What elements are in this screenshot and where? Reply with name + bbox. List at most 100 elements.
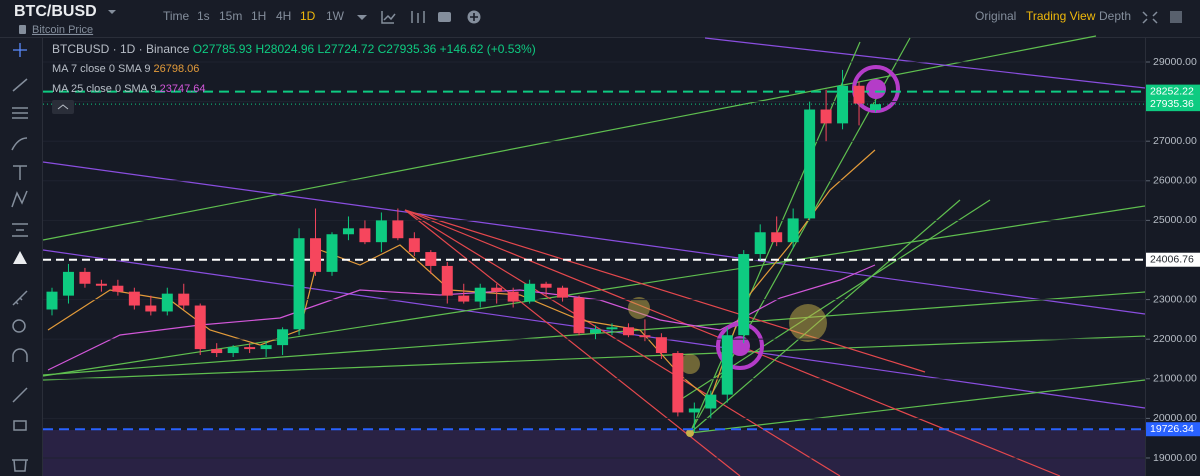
drawing-tools — [11, 43, 28, 472]
candle-body — [326, 234, 338, 272]
chart-legend: BTCBUSD · 1D · Binance O27785.93 H28024.… — [52, 42, 536, 114]
anchor-point — [686, 429, 694, 437]
candle-body — [375, 220, 387, 243]
ma-value: 23747.64 — [160, 83, 206, 95]
text-tool[interactable] — [13, 165, 27, 180]
view-switch: Original Trading View Depth — [975, 9, 1131, 23]
y-tick-label: 29000.00 — [1153, 56, 1197, 68]
trendline — [689, 379, 1146, 434]
candle-body — [557, 287, 569, 298]
view-option[interactable]: Original — [975, 9, 1016, 23]
screenshot-icon[interactable] — [438, 12, 451, 22]
candle-body — [128, 291, 140, 306]
subtitle-link[interactable]: Bitcoin Price — [32, 24, 93, 36]
interval-option[interactable]: 4H — [276, 9, 291, 23]
pattern-tool[interactable] — [11, 190, 28, 208]
crosshair-tool[interactable] — [13, 43, 27, 57]
candle-body — [672, 353, 684, 413]
chart-type-icon[interactable] — [411, 11, 425, 23]
trendline-tool[interactable] — [12, 78, 28, 92]
legend-line: BTCBUSD · 1D · Binance O27785.93 H28024.… — [52, 42, 536, 56]
price-tag — [1146, 84, 1200, 99]
candle-body — [425, 252, 437, 266]
interval-bar: Time 1s 15m 1H 4H 1D 1W — [163, 9, 345, 23]
candle-body — [211, 349, 223, 354]
interval-option[interactable]: 1s — [197, 9, 210, 23]
lock-tool[interactable] — [13, 420, 27, 431]
magnet-tool[interactable] — [12, 348, 28, 362]
alert-marker — [628, 297, 650, 319]
candle-body — [771, 232, 783, 243]
symbol-dropdown[interactable] — [108, 10, 116, 14]
candle-body — [194, 305, 206, 350]
zone-rect — [43, 430, 1145, 476]
ohlc-high: H28024.96 — [255, 42, 314, 56]
candle-body — [721, 335, 733, 395]
ma-name: MA 25 close 0 SMA 9 — [52, 83, 157, 95]
expand-icon[interactable] — [1170, 11, 1182, 23]
candle-body — [458, 295, 470, 302]
candle-body — [441, 265, 453, 296]
price-tag-label: 28252.22 — [1150, 85, 1194, 97]
ohlc-low: L27724.72 — [318, 42, 375, 56]
candle-body — [46, 291, 58, 310]
alert-marker — [789, 304, 827, 342]
candle-body — [820, 109, 832, 124]
trendline — [42, 205, 1146, 377]
candle-body — [244, 347, 256, 350]
ma-entry: MA 25 close 0 SMA 9 23747.64 — [52, 83, 206, 95]
interval-option[interactable]: Time — [163, 9, 190, 23]
top-bar — [0, 0, 1200, 37]
ruler-tool[interactable] — [12, 290, 28, 306]
target-marker — [730, 336, 750, 356]
candle-body — [392, 220, 404, 239]
candle-body — [112, 285, 124, 292]
interval-option[interactable]: 15m — [219, 9, 242, 23]
interval-option[interactable]: 1D — [300, 9, 316, 23]
interval-dropdown[interactable] — [357, 15, 367, 20]
info-icon — [19, 25, 26, 34]
ohlc-open: O27785.93 — [193, 42, 253, 56]
zoom-tool[interactable] — [12, 319, 26, 333]
interval-option[interactable]: 1W — [326, 9, 345, 23]
ohlc-change: +146.62 (+0.53%) — [440, 42, 536, 56]
symbol[interactable]: BTC/BUSD — [14, 3, 97, 20]
alert-tool[interactable] — [13, 251, 27, 264]
y-tick-label: 20000.00 — [1153, 412, 1197, 424]
brush-tool[interactable] — [11, 137, 28, 151]
ma-name: MA 7 close 0 SMA 9 — [52, 63, 150, 75]
prediction-tool[interactable] — [12, 223, 28, 237]
collapse-button[interactable] — [52, 100, 74, 114]
price-tag — [1146, 252, 1200, 267]
trendline — [42, 35, 1097, 241]
candle-body — [754, 232, 766, 255]
y-tick-label: 25000.00 — [1153, 214, 1197, 226]
trendline — [404, 209, 841, 476]
view-option[interactable]: Depth — [1099, 9, 1131, 23]
alert-marker — [680, 354, 700, 374]
trendline — [404, 209, 926, 373]
candle-body — [688, 408, 700, 413]
interval-option[interactable]: 1H — [251, 9, 266, 23]
candle-body — [540, 283, 552, 288]
candle-body — [491, 287, 503, 292]
plot-area — [42, 35, 1146, 476]
view-option[interactable]: Trading View — [1026, 9, 1096, 23]
candle-body — [804, 109, 816, 219]
fullscreen-icon[interactable] — [1142, 11, 1158, 24]
ma-value: 26798.06 — [154, 63, 200, 75]
trendline — [404, 209, 741, 476]
y-tick-label: 23000.00 — [1153, 293, 1197, 305]
fib-tool[interactable] — [12, 107, 28, 119]
stay-drawing-tool[interactable] — [12, 387, 28, 403]
candle-body — [606, 327, 618, 330]
candle-body — [639, 335, 651, 338]
indicator-icon[interactable] — [381, 11, 396, 24]
candle-body — [655, 337, 667, 354]
ma-entry: MA 7 close 0 SMA 9 26798.06 — [52, 63, 199, 75]
delete-tool[interactable] — [12, 459, 28, 472]
candle-body — [260, 345, 272, 350]
y-tick-label: 27000.00 — [1153, 135, 1197, 147]
